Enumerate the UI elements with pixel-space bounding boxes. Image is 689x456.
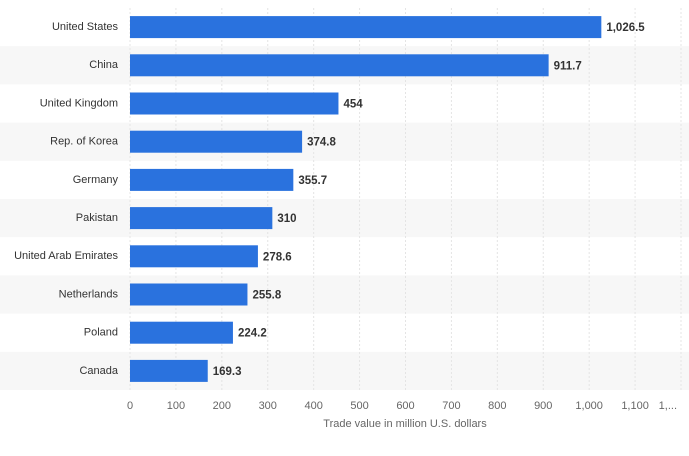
x-tick-label: 300 (259, 400, 277, 412)
bar (130, 321, 233, 344)
x-tick-label: 800 (488, 400, 506, 412)
y-tick-label: Pakistan (76, 212, 118, 224)
bar (130, 245, 258, 268)
value-label: 310 (277, 213, 296, 225)
x-tick-label: 700 (442, 400, 460, 412)
value-label: 1,026.5 (606, 22, 645, 34)
value-label: 169.3 (213, 366, 242, 378)
x-tick-label: 500 (350, 400, 368, 412)
value-label: 255.8 (252, 290, 281, 302)
y-tick-label: United Arab Emirates (14, 250, 118, 262)
bar (130, 54, 549, 77)
bar (130, 92, 339, 115)
bar (130, 130, 303, 153)
x-tick-label: 600 (396, 400, 414, 412)
x-tick-label: 200 (213, 400, 231, 412)
y-tick-label: United States (52, 21, 119, 33)
y-tick-label: Germany (73, 174, 119, 186)
x-tick-label: 0 (127, 400, 133, 412)
x-tick-label: 1,... (659, 400, 677, 412)
y-tick-label: Canada (79, 365, 118, 377)
row-stripe (0, 351, 689, 390)
x-tick-label: 400 (304, 400, 322, 412)
value-label: 911.7 (554, 60, 582, 72)
x-tick-label: 1,000 (575, 400, 603, 412)
x-axis-label: Trade value in million U.S. dollars (323, 418, 487, 430)
bar (130, 359, 208, 382)
value-label: 224.2 (238, 328, 267, 340)
row-stripe (0, 122, 689, 161)
y-tick-label: China (89, 59, 119, 71)
y-tick-label: Poland (84, 327, 118, 339)
value-label: 374.8 (307, 137, 336, 149)
x-tick-label: 900 (534, 400, 552, 412)
y-tick-label: Netherlands (59, 288, 119, 300)
y-tick-label: United Kingdom (40, 97, 118, 109)
value-label: 278.6 (263, 251, 292, 263)
bar (130, 168, 294, 191)
row-stripe (0, 275, 689, 314)
bar (130, 16, 602, 39)
row-stripe (0, 199, 689, 238)
value-label: 454 (343, 99, 363, 111)
y-tick-label: Rep. of Korea (50, 136, 119, 148)
bar (130, 207, 273, 230)
x-tick-label: 100 (167, 400, 185, 412)
value-label: 355.7 (298, 175, 327, 187)
bar (130, 283, 248, 306)
x-tick-label: 1,100 (621, 400, 649, 412)
